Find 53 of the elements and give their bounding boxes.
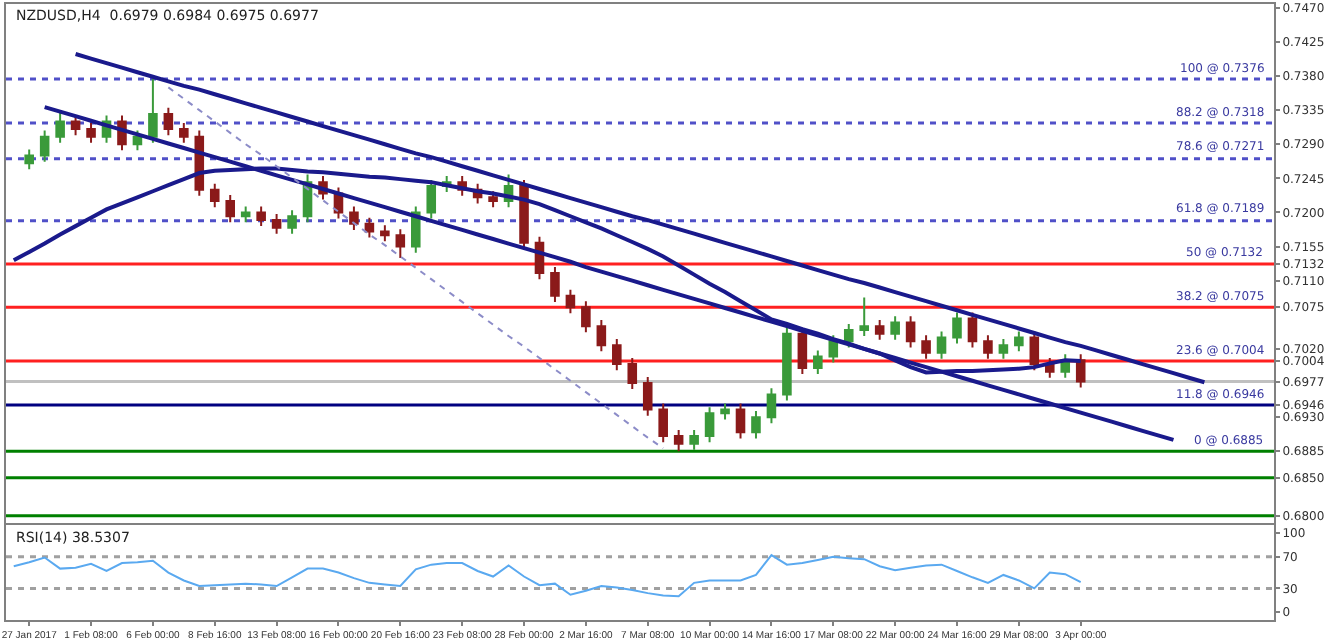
candlestick bbox=[890, 315, 900, 341]
line-series bbox=[12, 554, 1082, 598]
candlestick bbox=[426, 178, 437, 220]
candlestick bbox=[658, 402, 668, 444]
candlestick bbox=[271, 212, 282, 235]
candlestick bbox=[612, 338, 622, 372]
candlestick bbox=[1075, 353, 1086, 389]
candlestick bbox=[86, 122, 96, 144]
candlestick bbox=[874, 319, 885, 341]
candlestick bbox=[704, 406, 715, 444]
candlestick bbox=[720, 402, 730, 421]
candlestick bbox=[488, 190, 498, 209]
candlestick bbox=[380, 224, 390, 243]
candlestick bbox=[148, 78, 158, 144]
candlestick bbox=[751, 410, 761, 440]
candlestick bbox=[936, 330, 947, 360]
candlestick bbox=[998, 338, 1009, 360]
candlestick bbox=[364, 216, 375, 239]
candlestick bbox=[287, 209, 297, 235]
candlestick bbox=[843, 322, 854, 349]
candlestick bbox=[581, 300, 591, 334]
candlestick bbox=[673, 429, 684, 453]
candlestick bbox=[240, 205, 251, 224]
candlestick bbox=[70, 114, 81, 137]
candlestick bbox=[209, 182, 220, 209]
candlestick bbox=[39, 129, 50, 163]
candlestick bbox=[735, 402, 746, 440]
candlestick bbox=[952, 311, 962, 345]
candlestick bbox=[519, 178, 529, 250]
candlestick bbox=[256, 205, 266, 228]
candlestick bbox=[596, 319, 607, 353]
candlestick bbox=[967, 311, 978, 349]
candlestick bbox=[395, 228, 406, 259]
candlestick bbox=[225, 194, 235, 224]
candlestick bbox=[1014, 330, 1024, 353]
candlestick bbox=[550, 266, 560, 303]
candlestick bbox=[905, 315, 916, 349]
candlestick bbox=[689, 429, 699, 451]
candlestick bbox=[627, 357, 638, 391]
candlestick bbox=[642, 375, 653, 417]
line-series bbox=[73, 52, 1207, 385]
candlestick bbox=[349, 205, 359, 231]
candlestick bbox=[859, 296, 869, 338]
candlestick bbox=[813, 349, 823, 375]
candlestick bbox=[55, 109, 65, 144]
candlestick bbox=[921, 334, 931, 360]
candlestick bbox=[565, 288, 576, 315]
candlestick bbox=[983, 334, 993, 360]
line-series bbox=[167, 86, 665, 450]
candlestick bbox=[179, 122, 189, 144]
candlestick bbox=[766, 387, 777, 425]
candlestick bbox=[163, 106, 174, 137]
candlestick bbox=[24, 148, 34, 171]
